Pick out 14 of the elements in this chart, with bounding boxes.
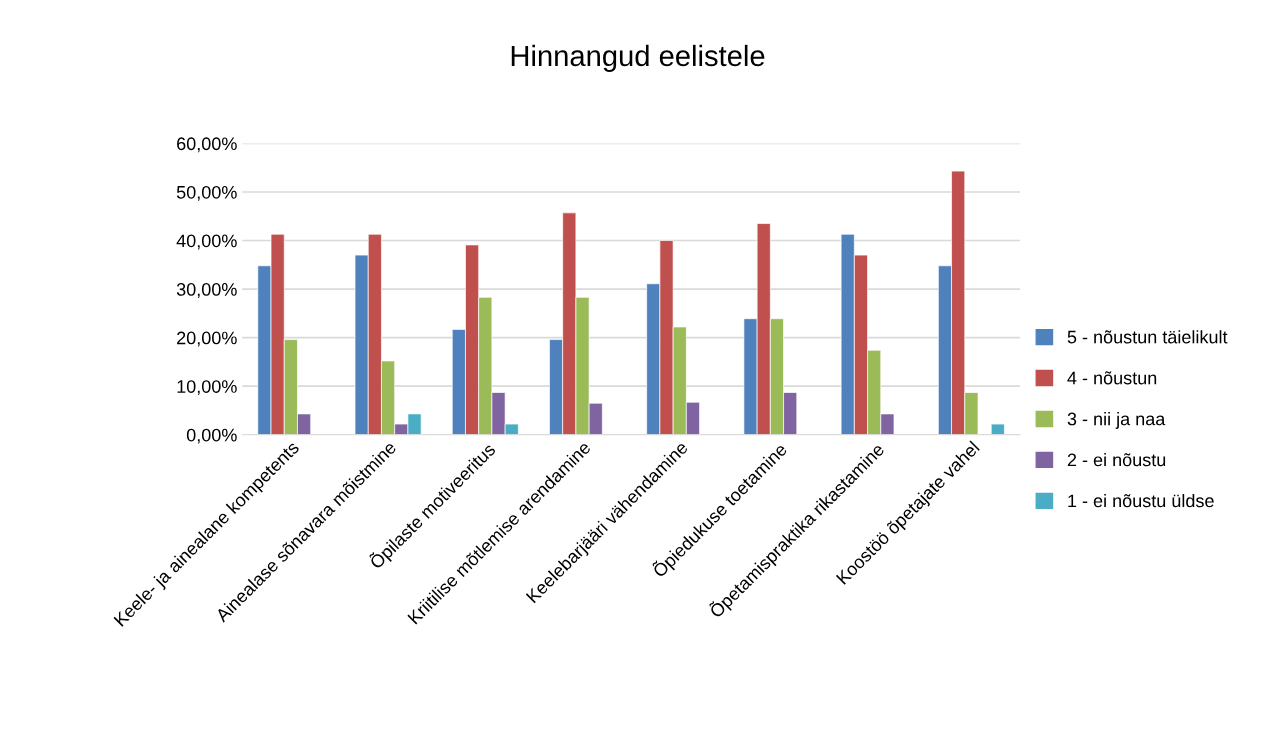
legend-label: 1 - ei nõustu üldse xyxy=(1068,493,1214,508)
y-tick-label: 20,00% xyxy=(177,331,237,347)
legend-label: 5 - nõustun täielikult xyxy=(1067,330,1228,344)
chart-title: Hinnangud eelistele xyxy=(511,44,765,73)
legend-label: 3 - nii ja naa xyxy=(1067,412,1166,429)
legend-label: 4 - nõustun xyxy=(1067,371,1157,385)
y-tick-label: 10,00% xyxy=(177,380,237,396)
y-tick-label: 0,00% xyxy=(186,428,237,444)
y-tick-label: 60,00% xyxy=(177,137,237,153)
y-tick-label: 30,00% xyxy=(176,283,237,298)
y-tick-label: 40,00% xyxy=(176,234,237,250)
bar xyxy=(990,423,1005,435)
y-tick-label: 50,00% xyxy=(176,185,237,201)
legend-label: 2 - ei nõustu xyxy=(1067,453,1166,467)
